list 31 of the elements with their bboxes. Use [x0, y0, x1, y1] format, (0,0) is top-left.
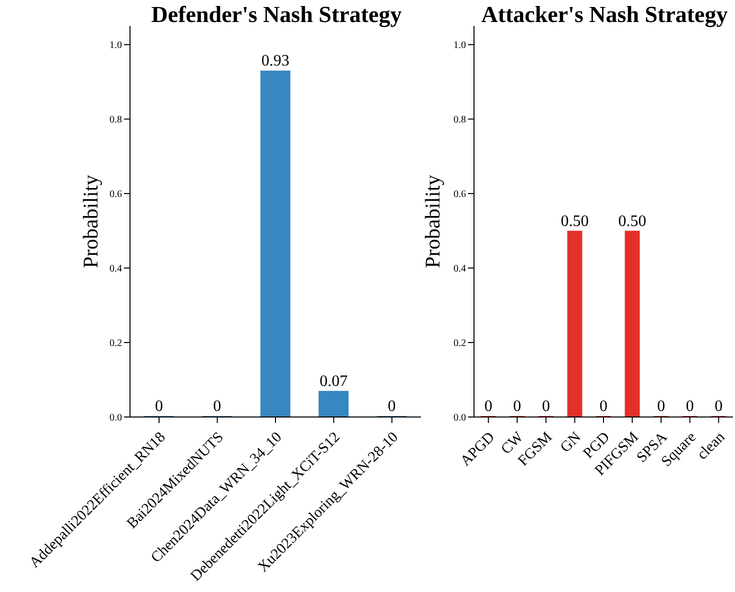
y-axis-title: Probability	[78, 174, 102, 268]
data-label: 0	[484, 398, 492, 415]
y-axis-title: Probability	[420, 174, 444, 268]
data-label: 0	[714, 398, 723, 415]
chart-title: Defender's Nash Strategy	[150, 2, 403, 28]
y-tick-label: 0.4	[454, 264, 466, 275]
data-label: 0	[600, 398, 608, 415]
x-tick-label: clean	[694, 428, 729, 463]
y-tick-label: 0.8	[454, 114, 466, 126]
data-label: 0.50	[618, 212, 646, 230]
y-tick-label: 0.2	[454, 338, 466, 350]
y-tick-label: 1.0	[110, 40, 122, 52]
data-label: 0	[542, 398, 550, 415]
data-label: 0.07	[320, 372, 348, 390]
y-tick-label: 0.6	[454, 189, 466, 200]
data-label: 0	[213, 398, 222, 415]
data-label: 0.93	[261, 52, 290, 70]
data-label: 0	[686, 398, 694, 415]
data-label: 0	[513, 398, 522, 415]
y-tick-label: 1.0	[454, 40, 466, 52]
data-label: 0	[388, 398, 396, 415]
chart-title: Attacker's Nash Strategy	[480, 2, 729, 28]
data-label: 0	[657, 398, 666, 415]
data-label: 0.50	[560, 212, 589, 230]
y-tick-label: 0.8	[110, 114, 122, 126]
y-tick-label: 0.2	[110, 338, 122, 350]
y-tick-label: 0.0	[110, 412, 122, 424]
y-tick-label: 0.4	[110, 264, 122, 275]
data-label: 0	[154, 398, 163, 415]
y-tick-label: 0.0	[454, 412, 466, 424]
y-tick-label: 0.6	[110, 189, 122, 200]
